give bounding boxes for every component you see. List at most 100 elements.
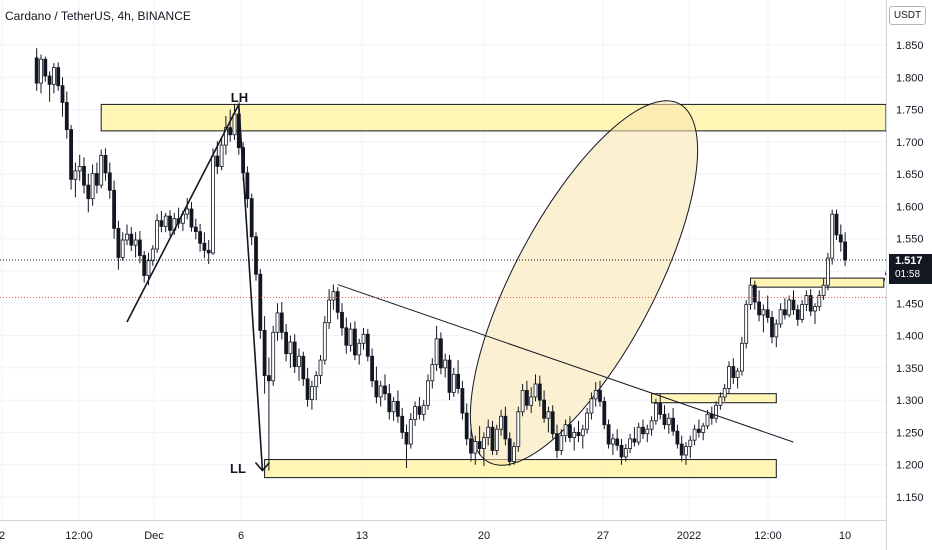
candle-body bbox=[279, 312, 284, 333]
candle-body bbox=[817, 295, 822, 307]
candle bbox=[494, 424, 499, 456]
candle bbox=[120, 232, 125, 261]
candle-body bbox=[284, 331, 289, 355]
candle-body bbox=[727, 366, 731, 389]
candle-body bbox=[765, 309, 770, 318]
candle-body bbox=[34, 57, 39, 84]
candle bbox=[370, 348, 375, 388]
candle bbox=[778, 303, 783, 328]
candle bbox=[305, 367, 310, 407]
candle-body bbox=[722, 388, 727, 398]
candle bbox=[64, 91, 69, 139]
candle bbox=[413, 401, 418, 426]
candle-body bbox=[486, 426, 491, 438]
x-tick-label: 12:00 bbox=[65, 530, 93, 542]
candle-body bbox=[507, 438, 512, 462]
candle bbox=[34, 48, 39, 91]
candle-body bbox=[675, 430, 680, 445]
candle-body bbox=[137, 239, 142, 256]
candle-body bbox=[649, 420, 654, 430]
candle-body bbox=[550, 411, 555, 435]
candle bbox=[636, 422, 641, 446]
candles bbox=[34, 48, 847, 471]
candle-body bbox=[202, 242, 207, 251]
candle bbox=[490, 420, 495, 456]
candle-body bbox=[254, 236, 258, 275]
candle-body bbox=[275, 312, 280, 333]
candle bbox=[641, 419, 645, 439]
candle-body bbox=[542, 399, 546, 419]
candle-body bbox=[568, 424, 572, 438]
candle-body bbox=[43, 58, 48, 77]
candle-body bbox=[576, 432, 581, 437]
candle-body bbox=[155, 220, 160, 250]
candle-body bbox=[628, 438, 632, 449]
candle-body bbox=[529, 396, 534, 406]
ellipse-shape bbox=[469, 100, 699, 466]
candle bbox=[395, 390, 400, 423]
candle bbox=[374, 366, 379, 404]
candle-body bbox=[206, 249, 211, 254]
candle-body bbox=[443, 359, 448, 369]
y-tick-label: 1.150 bbox=[896, 492, 924, 504]
candle-body bbox=[163, 215, 168, 227]
candle bbox=[731, 358, 736, 384]
y-tick-label: 1.250 bbox=[896, 427, 924, 439]
candle bbox=[322, 316, 327, 365]
swing-arrowhead bbox=[254, 461, 271, 472]
candle bbox=[47, 71, 52, 102]
candle bbox=[632, 427, 637, 447]
candle-body bbox=[322, 322, 327, 361]
candle bbox=[817, 290, 822, 312]
candle bbox=[150, 245, 155, 266]
candle bbox=[619, 438, 624, 465]
candle bbox=[572, 427, 577, 451]
candle-body bbox=[804, 295, 809, 305]
candle bbox=[843, 232, 847, 266]
candle-body bbox=[477, 441, 482, 449]
candle-body bbox=[447, 359, 452, 393]
candle bbox=[361, 327, 366, 350]
zone-rect bbox=[651, 393, 777, 404]
candle-body bbox=[709, 413, 714, 419]
swing-line bbox=[126, 101, 264, 471]
candle-body bbox=[301, 355, 306, 380]
candle-body bbox=[297, 355, 301, 367]
candle-body bbox=[580, 428, 585, 437]
candle-body bbox=[430, 364, 435, 382]
candle-body bbox=[185, 208, 190, 215]
time-axis-bg bbox=[0, 520, 886, 550]
candle-body bbox=[198, 231, 203, 244]
y-tick-label: 1.400 bbox=[896, 331, 924, 343]
candle-body bbox=[408, 419, 413, 445]
candle bbox=[426, 374, 430, 410]
candle-body bbox=[357, 342, 362, 356]
candle bbox=[301, 351, 306, 386]
candle-body bbox=[525, 390, 529, 406]
x-tick-label: 27 bbox=[597, 530, 609, 542]
candle bbox=[628, 433, 632, 454]
candle-body bbox=[107, 172, 112, 191]
candle bbox=[52, 63, 56, 94]
candle bbox=[168, 210, 172, 237]
candle-body bbox=[189, 208, 194, 228]
candle bbox=[503, 406, 508, 446]
candle bbox=[318, 354, 323, 384]
currency-button[interactable]: USDT bbox=[889, 6, 926, 25]
candle-body bbox=[821, 284, 826, 296]
candle bbox=[103, 148, 108, 181]
candle bbox=[684, 442, 688, 465]
candle-body bbox=[666, 417, 671, 426]
candle bbox=[460, 380, 465, 420]
candle-body bbox=[585, 412, 589, 430]
candle-body bbox=[146, 260, 151, 276]
x-tick-label: 2 bbox=[0, 530, 5, 542]
candle-body bbox=[133, 239, 138, 246]
candle bbox=[129, 227, 134, 251]
candle-body bbox=[335, 291, 340, 313]
candle bbox=[666, 413, 671, 434]
candle-body bbox=[426, 380, 430, 406]
candle-body bbox=[215, 155, 220, 167]
candle-body bbox=[516, 411, 521, 448]
